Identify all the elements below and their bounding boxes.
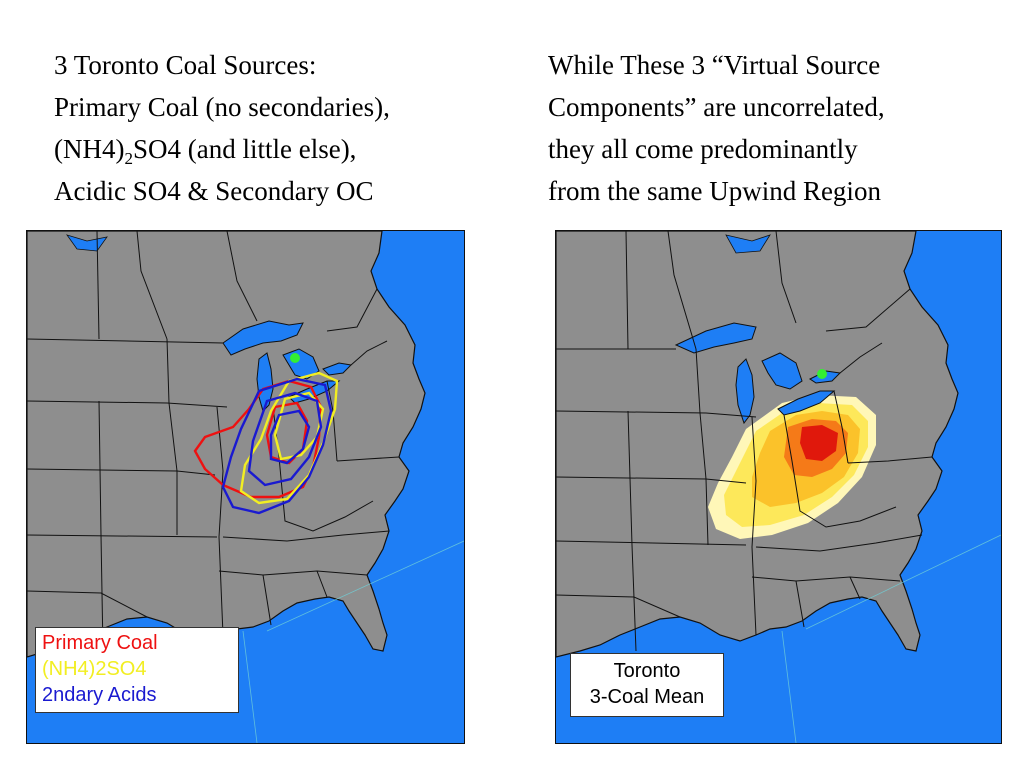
left-caption: 3 Toronto Coal Sources: Primary Coal (no… — [54, 44, 390, 212]
right-map-panel: Toronto 3-Coal Mean — [555, 230, 1002, 744]
lake-superior — [222, 320, 304, 356]
lake-huron — [761, 352, 803, 390]
left-caption-line-3: (NH4)2SO4 (and little else), — [54, 128, 390, 170]
formula-suffix: SO4 (and little else), — [132, 134, 357, 164]
formula-prefix: (NH4) — [54, 134, 125, 164]
contours-secondary-acids — [221, 377, 333, 515]
legend-line-1: Toronto — [613, 660, 681, 682]
lake-michigan — [735, 358, 755, 425]
left-caption-line-4: Acidic SO4 & Secondary OC — [54, 176, 374, 206]
left-map-panel: Primary Coal (NH4)2SO4 2ndary Acids — [26, 230, 465, 744]
contours-ammonium-sulfate — [239, 371, 339, 505]
toronto-marker — [290, 353, 300, 363]
legend-ammonium-sulfate: (NH4)2SO4 — [42, 658, 147, 680]
graticule-lines — [242, 540, 464, 743]
left-map-legend: Primary Coal (NH4)2SO4 2ndary Acids — [35, 627, 239, 713]
lake-superior — [674, 322, 757, 354]
left-caption-line-2: Primary Coal (no secondaries), — [54, 92, 390, 122]
lake-erie — [777, 390, 836, 416]
right-map-svg — [556, 231, 1001, 743]
right-caption-line-4: from the same Upwind Region — [548, 176, 881, 206]
right-caption-line-1: While These 3 “Virtual Source — [548, 50, 881, 80]
right-caption: While These 3 “Virtual Source Components… — [548, 44, 885, 212]
left-caption-line-1: 3 Toronto Coal Sources: — [54, 50, 317, 80]
northern-lake — [725, 234, 771, 254]
right-caption-line-2: Components” are uncorrelated, — [548, 92, 885, 122]
lake-ontario — [322, 362, 353, 376]
right-map-legend: Toronto 3-Coal Mean — [570, 653, 724, 717]
formula-subscript: 2 — [124, 149, 133, 168]
graticule-lines — [781, 534, 1001, 743]
legend-secondary-acids: 2ndary Acids — [42, 684, 157, 706]
right-caption-line-3: they all come predominantly — [548, 134, 858, 164]
legend-primary-coal: Primary Coal — [42, 632, 158, 654]
state-borders — [27, 231, 400, 652]
toronto-marker — [817, 369, 827, 379]
state-borders — [556, 231, 933, 652]
legend-line-2: 3-Coal Mean — [589, 686, 705, 708]
lake-michigan — [256, 352, 274, 412]
source-region-heatmap — [708, 395, 876, 539]
